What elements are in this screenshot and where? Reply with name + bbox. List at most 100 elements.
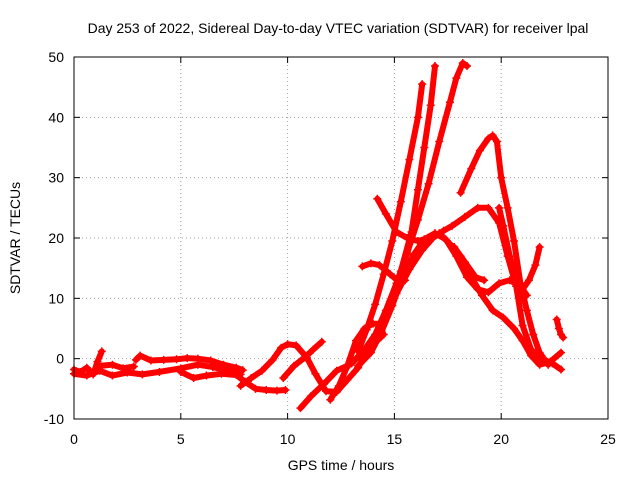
x-tick-label: 5 — [177, 431, 185, 447]
y-tick-label: -10 — [44, 411, 64, 427]
data-point — [189, 373, 198, 382]
data-point — [413, 113, 422, 122]
x-tick-label: 15 — [387, 431, 403, 447]
data-point — [232, 370, 241, 379]
data-point — [129, 362, 138, 371]
data-point — [257, 366, 266, 375]
data-point — [232, 363, 241, 372]
data-point — [510, 237, 519, 246]
data-point — [108, 360, 117, 369]
data-point — [473, 203, 482, 212]
data-point — [396, 197, 405, 206]
data-point — [119, 364, 128, 373]
data-point — [518, 321, 527, 330]
data-point — [554, 324, 563, 333]
data-point — [381, 209, 390, 218]
data-point — [477, 291, 486, 300]
data-point — [424, 179, 433, 188]
data-point — [557, 365, 566, 374]
data-point — [448, 221, 457, 230]
data-point — [557, 348, 566, 357]
data-point — [522, 306, 531, 315]
data-point — [420, 143, 429, 152]
data-point — [497, 173, 506, 182]
data-series-5 — [176, 367, 290, 395]
data-point — [272, 386, 281, 395]
data-point — [456, 188, 465, 197]
data-point — [317, 337, 326, 346]
data-point — [108, 371, 117, 380]
data-point — [535, 360, 544, 369]
grid — [74, 57, 608, 419]
data-point — [319, 380, 328, 389]
data-point — [219, 360, 228, 369]
data-point — [202, 371, 211, 380]
data-series-10 — [347, 59, 472, 368]
data-point — [424, 234, 433, 242]
data-point — [463, 62, 472, 71]
data-point — [386, 270, 395, 279]
data-point — [334, 381, 343, 390]
data-series-17 — [495, 203, 544, 294]
x-tick-label: 25 — [600, 431, 616, 447]
data-point — [458, 59, 467, 68]
data-point — [435, 137, 444, 146]
data-point — [358, 262, 367, 271]
data-point — [343, 375, 352, 384]
data-point — [527, 351, 536, 360]
data-point — [251, 384, 260, 393]
x-axis-label: GPS time / hours — [288, 457, 395, 473]
y-tick-label: 20 — [48, 230, 64, 246]
data-point — [371, 300, 380, 309]
data-point — [290, 361, 299, 370]
data-point — [307, 392, 316, 401]
x-tick-label: 0 — [70, 431, 78, 447]
data-point — [460, 212, 469, 221]
data-series-18 — [552, 315, 568, 342]
data-point — [418, 80, 427, 89]
data-point — [172, 355, 181, 364]
data-point — [354, 361, 363, 370]
plot-series — [70, 59, 568, 413]
data-point — [388, 237, 397, 246]
data-point — [512, 276, 521, 285]
data-point — [97, 347, 106, 356]
data-point — [535, 348, 544, 357]
data-point — [373, 194, 382, 203]
data-point — [401, 276, 410, 285]
data-point — [495, 203, 504, 212]
data-point — [552, 315, 561, 324]
data-point — [499, 221, 508, 230]
data-point — [524, 276, 533, 285]
series-trace — [553, 316, 567, 341]
data-point — [488, 131, 497, 140]
data-point — [347, 359, 356, 368]
series-trace — [496, 204, 543, 293]
data-point — [435, 229, 444, 238]
data-point — [262, 386, 271, 395]
data-point — [403, 249, 412, 258]
series-trace — [177, 368, 289, 394]
y-tick-label: 0 — [56, 351, 64, 367]
data-point — [518, 336, 527, 345]
x-tick-label: 10 — [280, 431, 296, 447]
x-tick-label: 20 — [493, 431, 509, 447]
data-point — [480, 276, 489, 285]
data-point — [281, 386, 290, 395]
data-point — [413, 215, 422, 224]
data-point — [544, 360, 553, 369]
data-point — [375, 261, 384, 270]
data-point — [484, 134, 493, 143]
data-point — [322, 387, 331, 396]
data-point — [405, 155, 414, 164]
data-point — [445, 240, 454, 249]
data-point — [131, 355, 140, 364]
y-tick-label: 50 — [48, 49, 64, 65]
data-series-7 — [279, 337, 326, 382]
data-point — [309, 345, 318, 354]
data-point — [503, 203, 512, 212]
series-trace — [96, 361, 137, 372]
data-series-13 — [358, 259, 410, 286]
data-series-14 — [373, 194, 566, 369]
